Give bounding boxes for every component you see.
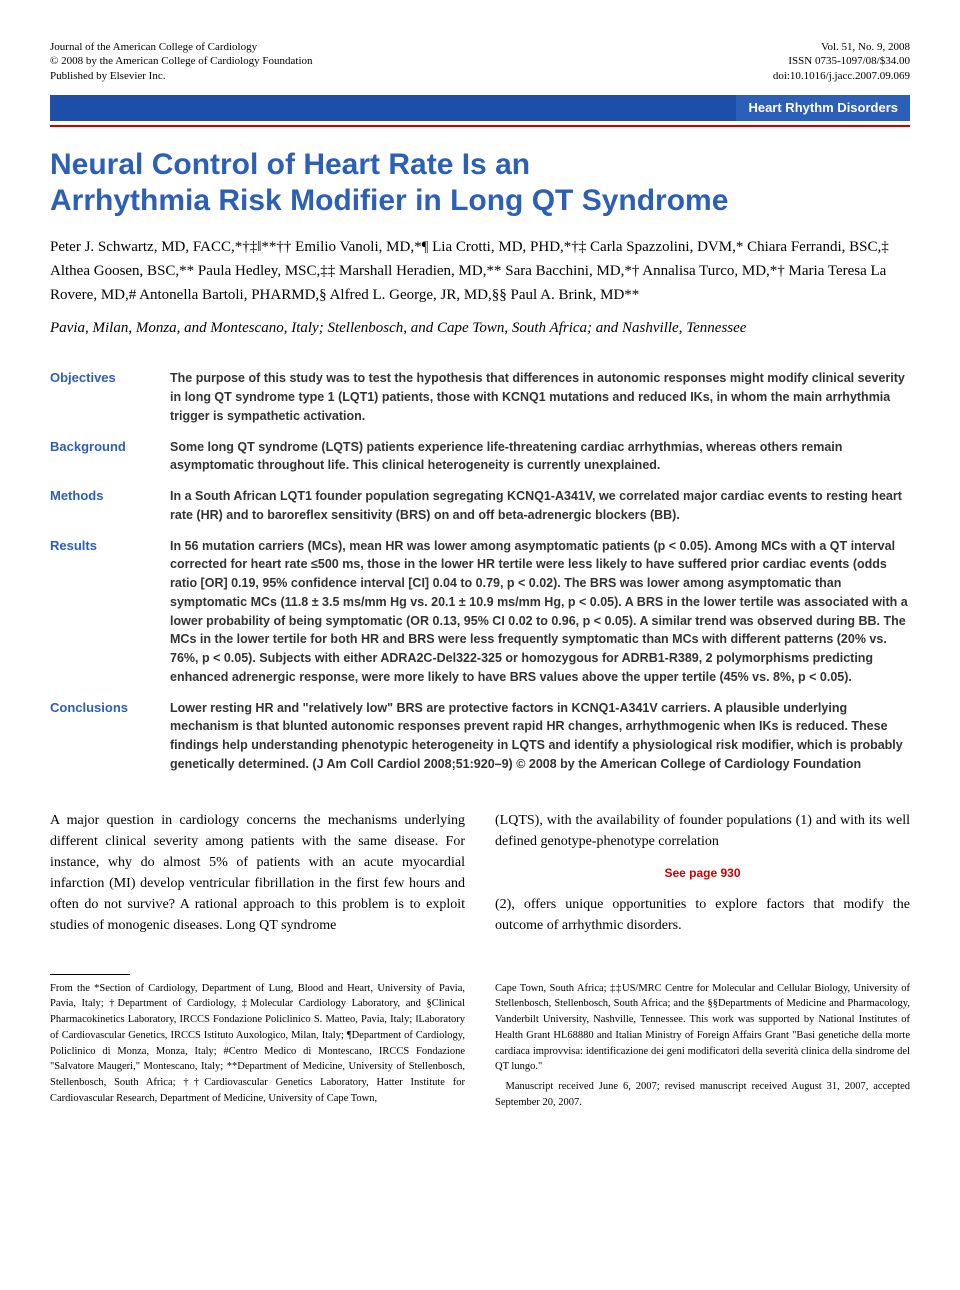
left-column: A major question in cardiology concerns … bbox=[50, 810, 465, 936]
conclusions-label: Conclusions bbox=[50, 693, 170, 780]
body-text: A major question in cardiology concerns … bbox=[50, 810, 910, 936]
footnote-left-text: From the *Section of Cardiology, Departm… bbox=[50, 983, 465, 1104]
footnote-right-text: Cape Town, South Africa; ‡‡US/MRC Centre… bbox=[495, 983, 910, 1073]
article-title: Neural Control of Heart Rate Is an Arrhy… bbox=[50, 147, 910, 219]
title-line-2: Arrhythmia Risk Modifier in Long QT Synd… bbox=[50, 184, 728, 217]
results-label: Results bbox=[50, 531, 170, 693]
issn: ISSN 0735-1097/08/$34.00 bbox=[773, 54, 910, 68]
abstract-conclusions-row: Conclusions Lower resting HR and "relati… bbox=[50, 693, 910, 780]
objectives-label: Objectives bbox=[50, 363, 170, 431]
right-column: (LQTS), with the availability of founder… bbox=[495, 810, 910, 936]
objectives-text: The purpose of this study was to test th… bbox=[170, 363, 910, 431]
header-left: Journal of the American College of Cardi… bbox=[50, 40, 313, 83]
author-list: Peter J. Schwartz, MD, FACC,*†‡‖**†† Emi… bbox=[50, 235, 910, 307]
footnote-dates: Manuscript received June 6, 2007; revise… bbox=[495, 1079, 910, 1111]
footnote-right: Cape Town, South Africa; ‡‡US/MRC Centre… bbox=[495, 956, 910, 1111]
footnote-rule-left bbox=[50, 974, 130, 975]
title-line-1: Neural Control of Heart Rate Is an bbox=[50, 148, 530, 181]
body-left: A major question in cardiology concerns … bbox=[50, 813, 465, 933]
see-page-callout[interactable]: See page 930 bbox=[495, 864, 910, 882]
copyright: © 2008 by the American College of Cardio… bbox=[50, 54, 313, 68]
journal-name: Journal of the American College of Cardi… bbox=[50, 40, 313, 54]
affiliations: Pavia, Milan, Monza, and Montescano, Ita… bbox=[50, 317, 910, 340]
abstract-background-row: Background Some long QT syndrome (LQTS) … bbox=[50, 432, 910, 482]
publisher: Published by Elsevier Inc. bbox=[50, 69, 313, 83]
methods-label: Methods bbox=[50, 481, 170, 531]
header-right: Vol. 51, No. 9, 2008 ISSN 0735-1097/08/$… bbox=[773, 40, 910, 83]
background-label: Background bbox=[50, 432, 170, 482]
background-text: Some long QT syndrome (LQTS) patients ex… bbox=[170, 432, 910, 482]
methods-text: In a South African LQT1 founder populati… bbox=[170, 481, 910, 531]
category-badge: Heart Rhythm Disorders bbox=[736, 95, 910, 121]
abstract-results-row: Results In 56 mutation carriers (MCs), m… bbox=[50, 531, 910, 693]
body-right-bottom: (2), offers unique opportunities to expl… bbox=[495, 897, 910, 933]
footnotes: From the *Section of Cardiology, Departm… bbox=[50, 956, 910, 1111]
structured-abstract: Objectives The purpose of this study was… bbox=[50, 363, 910, 779]
conclusions-text: Lower resting HR and "relatively low" BR… bbox=[170, 693, 910, 780]
red-rule bbox=[50, 125, 910, 127]
journal-header: Journal of the American College of Cardi… bbox=[50, 40, 910, 83]
doi: doi:10.1016/j.jacc.2007.09.069 bbox=[773, 69, 910, 83]
category-bar: Heart Rhythm Disorders bbox=[50, 95, 910, 121]
body-right-top: (LQTS), with the availability of founder… bbox=[495, 813, 910, 849]
abstract-objectives-row: Objectives The purpose of this study was… bbox=[50, 363, 910, 431]
footnote-left: From the *Section of Cardiology, Departm… bbox=[50, 956, 465, 1111]
volume-info: Vol. 51, No. 9, 2008 bbox=[773, 40, 910, 54]
abstract-methods-row: Methods In a South African LQT1 founder … bbox=[50, 481, 910, 531]
results-text: In 56 mutation carriers (MCs), mean HR w… bbox=[170, 531, 910, 693]
